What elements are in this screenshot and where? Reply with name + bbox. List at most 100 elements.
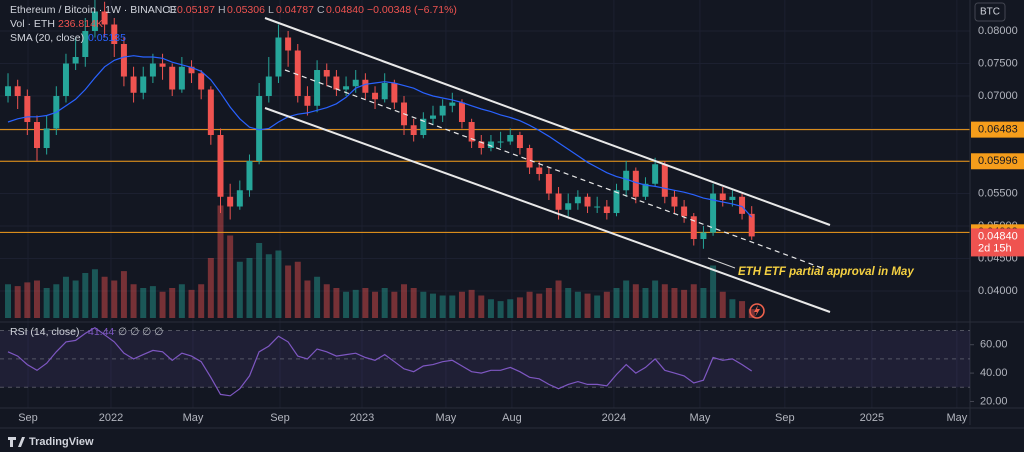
symbol: Ethereum / Bitcoin · 1W · BINANCE bbox=[10, 4, 177, 16]
sma-line bbox=[7, 55, 753, 218]
candle-body bbox=[449, 102, 456, 106]
candle-body bbox=[82, 31, 89, 58]
currency-button[interactable] bbox=[974, 2, 1006, 22]
candle-body bbox=[101, 11, 108, 25]
x-tick-label: May bbox=[436, 412, 457, 424]
candle-body bbox=[275, 37, 282, 77]
annotation-arrow bbox=[707, 257, 736, 269]
candle-body bbox=[391, 83, 398, 103]
candle-body bbox=[526, 148, 533, 168]
volume-bar bbox=[294, 261, 301, 318]
candle-body bbox=[33, 122, 40, 149]
volume-bar bbox=[24, 282, 31, 318]
volume-bar bbox=[603, 291, 610, 318]
x-tick-label: Sep bbox=[18, 412, 38, 424]
event-icon-bolt bbox=[754, 305, 760, 317]
volume-bar bbox=[449, 295, 456, 318]
volume-bar bbox=[574, 291, 581, 318]
candle-body bbox=[565, 203, 572, 210]
rsi-extra: ∅ ∅ ∅ ∅ bbox=[118, 326, 163, 338]
last-price-tag bbox=[971, 228, 1024, 257]
candle-body bbox=[507, 135, 514, 142]
volume-bar bbox=[130, 284, 137, 318]
volume-bar bbox=[545, 288, 552, 318]
channel-bottom bbox=[264, 107, 831, 313]
rsi-tick-label: 20.00 bbox=[980, 395, 1008, 407]
y-tick-label: 0.07500 bbox=[978, 57, 1018, 69]
candle-body bbox=[429, 115, 436, 119]
volume-bar bbox=[53, 284, 60, 318]
x-tick-label: May bbox=[690, 412, 711, 424]
candle-body bbox=[487, 141, 494, 149]
candle-body bbox=[333, 76, 340, 90]
candle-body bbox=[62, 63, 69, 97]
candle-body bbox=[729, 196, 736, 201]
volume-bar bbox=[43, 288, 50, 318]
candle-body bbox=[72, 57, 79, 64]
brand-logo bbox=[8, 437, 25, 447]
price-line-tag bbox=[971, 121, 1024, 138]
candle-body bbox=[516, 135, 523, 149]
rsi-line bbox=[7, 326, 753, 397]
volume-bar bbox=[420, 291, 427, 318]
candle-body bbox=[217, 135, 224, 197]
candle-body bbox=[343, 86, 350, 90]
volume-bar bbox=[362, 288, 369, 318]
volume-bar bbox=[584, 293, 591, 318]
x-tick-label: 2025 bbox=[860, 412, 884, 424]
candle-body bbox=[700, 232, 707, 240]
sma-value: 0.05135 bbox=[88, 32, 126, 44]
rsi-value: 41.44 bbox=[88, 326, 114, 338]
candle-body bbox=[227, 196, 234, 207]
volume-bar bbox=[169, 288, 176, 318]
volume-bar bbox=[401, 284, 408, 318]
candle-body bbox=[111, 24, 118, 45]
candle-body bbox=[178, 66, 185, 90]
volume-bar bbox=[681, 289, 688, 318]
ohlc-value: 0.05306 bbox=[227, 4, 265, 16]
candle-body bbox=[14, 86, 21, 97]
volume-bar bbox=[729, 299, 736, 318]
volume-bar bbox=[671, 288, 678, 318]
ohlc-key: L bbox=[268, 4, 274, 16]
candle-body bbox=[574, 196, 581, 204]
sma-legend: SMA (20, close) bbox=[10, 32, 84, 44]
candle-body bbox=[545, 174, 552, 194]
volume-bar bbox=[256, 243, 263, 318]
volume-bar bbox=[111, 280, 118, 318]
x-tick-label: May bbox=[183, 412, 204, 424]
price-line-tag bbox=[971, 153, 1024, 170]
candle-body bbox=[536, 167, 543, 175]
x-tick-label: 2022 bbox=[99, 412, 123, 424]
volume-value: 236.814K bbox=[58, 18, 103, 30]
volume-bar bbox=[101, 276, 108, 318]
candle-body bbox=[265, 76, 272, 97]
candle-body bbox=[439, 105, 446, 116]
volume-bar bbox=[343, 291, 350, 318]
candle-body bbox=[661, 164, 668, 197]
candle-body bbox=[468, 122, 475, 142]
candle-body bbox=[130, 76, 137, 93]
y-tick-label: 0.04000 bbox=[978, 285, 1018, 297]
channel-top bbox=[264, 17, 831, 226]
event-icon[interactable] bbox=[749, 303, 765, 319]
candle-body bbox=[652, 164, 659, 184]
volume-bar bbox=[82, 273, 89, 318]
volume-bar bbox=[497, 301, 504, 318]
candle-body bbox=[362, 79, 369, 93]
ohlc-key: O bbox=[168, 4, 176, 16]
candle-body bbox=[159, 63, 166, 67]
candle-body bbox=[603, 206, 610, 214]
volume-bar bbox=[468, 289, 475, 318]
volume-bar bbox=[710, 265, 717, 318]
volume-bar bbox=[478, 295, 485, 318]
volume-bar bbox=[391, 291, 398, 318]
currency: BTC bbox=[980, 7, 1000, 18]
candle-body bbox=[420, 118, 427, 136]
candle-body bbox=[478, 141, 485, 149]
y-tick-label: 0.07000 bbox=[978, 90, 1018, 102]
volume-bar bbox=[352, 289, 359, 318]
candle-body bbox=[256, 96, 263, 162]
volume-bar bbox=[516, 297, 523, 318]
